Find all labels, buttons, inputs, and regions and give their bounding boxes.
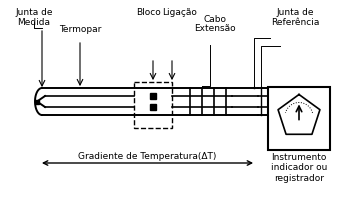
Text: Instrumento
indicador ou
registrador: Instrumento indicador ou registrador bbox=[271, 153, 327, 183]
Bar bbox=[268, 87, 330, 150]
Bar bbox=[35, 100, 39, 104]
Text: Junta de
Referência: Junta de Referência bbox=[271, 8, 319, 27]
Text: Gradiente de Temperatura(ΔT): Gradiente de Temperatura(ΔT) bbox=[78, 152, 217, 161]
Bar bbox=[150, 93, 156, 99]
Text: Extensão: Extensão bbox=[194, 24, 236, 33]
Bar bbox=[150, 104, 156, 110]
Bar bbox=[134, 82, 172, 128]
Text: Termopar: Termopar bbox=[59, 25, 101, 34]
Text: Ligação: Ligação bbox=[163, 8, 198, 17]
Text: Cabo: Cabo bbox=[203, 15, 227, 24]
Text: Junta de
Medida: Junta de Medida bbox=[15, 8, 53, 27]
Text: Bloco: Bloco bbox=[137, 8, 161, 17]
